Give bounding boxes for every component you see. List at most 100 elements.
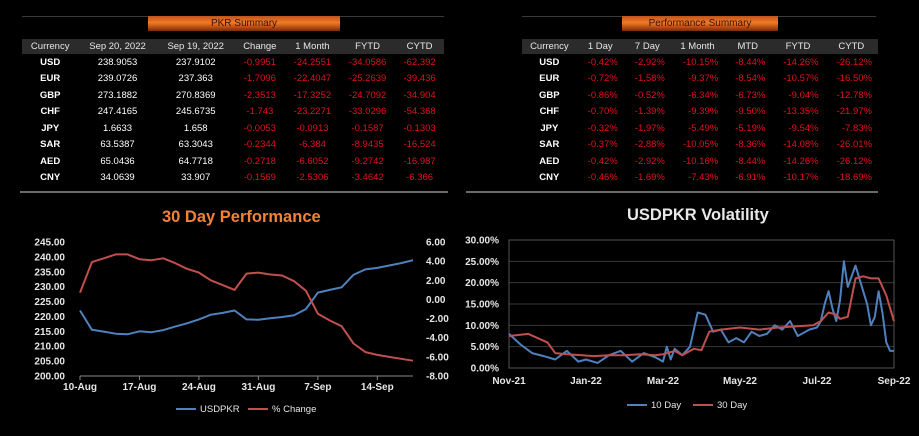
table-cell: -0.2718 [243,155,276,167]
table-row: CNY -0.46% -1.69% -7.43% -6.91% -10.17% -18.69… [522,170,878,187]
chart-title-volatility: USDPKR Volatility [627,206,769,224]
table-cell: -8.9435 [351,139,384,151]
table-cell: 237.363 [178,73,213,85]
pkr-table-header: Currency Sep 20, 2022 Sep 19, 2022 Change 1 … [22,39,444,54]
table-cell: -9.39% [688,106,719,118]
table-cell: 247.4165 [97,106,138,118]
table-cell: -24.2551 [293,56,332,68]
x-tick-label: Mar-22 [647,376,680,387]
table-row: JPY -0.32% -1.97% -5.49% -5.19% -9.54% -7.83% [522,120,878,137]
table-cell: 63.3043 [178,139,213,151]
currency-code: CNY [40,172,61,184]
table-cell: -0.1569 [243,172,276,184]
table-cell: -6.73% [735,89,766,101]
y-right-tick-label: -6.00 [426,352,449,363]
table-cell: -0.52% [634,89,665,101]
pkr-table-bottom-rule [20,191,448,193]
table-cell: -39.436 [403,73,436,85]
table-cell: -17.3252 [293,89,332,101]
column-header: Sep 20, 2022 [78,39,157,54]
chart-30-day-performance: 245.00 240.00 235.00 230.00 225.00 220.00 215.… [34,238,449,416]
table-cell: -0.2344 [243,139,276,151]
table-cell: -0.32% [587,122,618,134]
table-cell: -5.49% [688,122,719,134]
column-header: FYTD [771,39,825,54]
x-tick-label: 10-Aug [63,382,97,393]
currency-code: USD [539,56,560,68]
y-right-tick-label: -8.00 [426,372,449,383]
table-row: CNY 34.0639 33.907 -0.1569 -2.5306 -3.4642 -6.… [22,170,444,187]
table-cell: -10.57% [783,73,819,85]
table-cell: -14.08% [783,139,819,151]
table-cell: -34.0586 [348,56,387,68]
pkr-summary-table: Currency Sep 20, 2022 Sep 19, 2022 Change 1 … [22,39,444,186]
table-cell: -1.39% [634,106,665,118]
currency-code: JPY [540,122,559,134]
table-cell: -0.9951 [243,56,276,68]
y-tick-label: 20.00% [465,278,499,289]
y-left-tick-label: 200.00 [34,372,65,383]
y-right-tick-label: -2.00 [426,314,449,325]
y-left-tick-label: 240.00 [34,252,65,263]
table-cell: 1.658 [183,122,208,134]
table-cell: -0.70% [587,106,618,118]
y-tick-label: 5.00% [471,342,499,353]
table-cell: -8.36% [735,139,766,151]
table-cell: 270.8369 [175,89,216,101]
table-cell: -1.58% [634,73,665,85]
y-left-tick-label: 220.00 [34,312,65,323]
table-row: GBP 273.1882 270.8369 -2.3513 -17.3252 -24.70… [22,87,444,104]
table-cell: -21.97% [836,106,872,118]
currency-code: EUR [40,73,61,85]
performance-table-bottom-rule [466,191,878,193]
table-cell: 273.1882 [97,89,138,101]
y-tick-label: 10.00% [465,321,499,332]
table-cell: -24.7092 [348,89,387,101]
y-left-tick-label: 225.00 [34,297,65,308]
currency-code: CHF [539,106,560,118]
currency-code: SAR [40,139,61,151]
y-left-tick-label: 210.00 [34,342,65,353]
x-tick-label: Jan-22 [570,376,602,387]
table-cell: -25.2639 [348,73,387,85]
y-left-tick-label: 215.00 [34,327,65,338]
table-row: CHF -0.70% -1.39% -9.39% -9.50% -13.35% -21.97… [522,104,878,121]
table-row: USD -0.42% -2.92% -10.15% -8.44% -14.26% -26.1… [522,54,878,71]
series-line-30-day [508,275,895,358]
y-left-tick-label: 230.00 [34,282,65,293]
currency-code: USD [40,56,61,68]
currency-code: EUR [539,73,560,85]
table-cell: 64.7718 [178,155,213,167]
x-tick-label: 31-Aug [241,382,275,393]
legend-label: 10 Day [651,400,681,411]
table-cell: -5.19% [735,122,766,134]
currency-code: SAR [539,139,560,151]
table-cell: -0.42% [587,155,618,167]
table-cell: -0.0053 [243,122,276,134]
x-tick-label: Jul-22 [803,376,832,387]
table-cell: -6.91% [735,172,766,184]
table-cell: -8.44% [735,56,766,68]
x-tick-label: May-22 [723,376,757,387]
table-cell: -2.92% [634,155,665,167]
table-row: AED -0.42% -2.92% -10.16% -8.44% -14.26% -26.1… [522,153,878,170]
table-cell: -1.69% [634,172,665,184]
table-cell: -14.26% [783,155,819,167]
y-right-tick-label: 4.00 [426,257,446,268]
table-cell: -0.42% [587,56,618,68]
table-cell: -12.78% [836,89,872,101]
column-header: Change [234,39,285,54]
table-cell: -16.987 [403,155,436,167]
currency-code: AED [539,155,560,167]
currency-code: CNY [539,172,560,184]
table-cell: -18.69% [836,172,872,184]
table-cell: -62.392 [403,56,436,68]
performance-summary-table: Currency 1 Day 7 Day 1 Month MTD FYTD CYTD USD… [522,39,878,186]
chart-title-30-day: 30 Day Performance [162,208,321,226]
table-row: EUR -0.72% -1.58% -9.37% -8.54% -10.57% -16.50… [522,71,878,88]
table-row: EUR 239.0726 237.363 -1.7096 -22.4047 -25.263… [22,71,444,88]
table-cell: -0.1587 [351,122,384,134]
table-row: AED 65.0436 64.7718 -0.2718 -6.6052 -9.2742 -1… [22,153,444,170]
table-cell: -0.72% [587,73,618,85]
y-tick-label: 15.00% [465,300,499,311]
